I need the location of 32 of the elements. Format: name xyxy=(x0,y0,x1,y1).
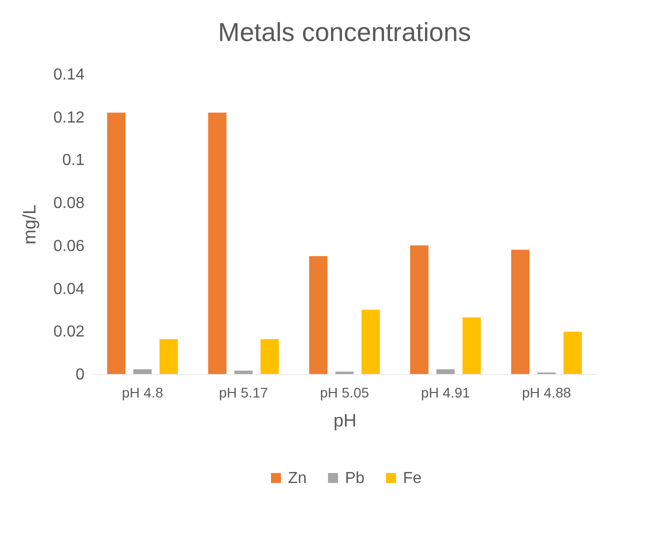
y-tick-label: 0.08 xyxy=(53,195,85,212)
bar xyxy=(107,112,126,374)
bar xyxy=(564,332,582,374)
bar xyxy=(309,256,328,374)
y-tick-label: 0.04 xyxy=(53,280,85,298)
y-tick-label: 0.1 xyxy=(62,152,85,170)
legend-label: Zn xyxy=(288,470,307,487)
x-tick-label: pH 5.05 xyxy=(320,384,370,400)
bar xyxy=(133,369,152,374)
bar xyxy=(410,245,428,374)
y-tick-label: 0.02 xyxy=(53,324,85,341)
y-tick-label: 0.06 xyxy=(53,238,85,255)
x-tick-label: pH 4.91 xyxy=(420,384,470,400)
bar xyxy=(160,339,178,374)
y-tick-label: 0 xyxy=(76,366,85,384)
x-tick-label: pH 4.8 xyxy=(122,384,164,400)
bar xyxy=(208,112,226,374)
y-tick-label: 0.12 xyxy=(53,109,85,126)
bar xyxy=(462,317,481,374)
legend-label: Fe xyxy=(403,470,422,487)
x-axis-title: pH xyxy=(333,410,357,430)
chart-title: Metals concentrations xyxy=(218,17,471,47)
bar xyxy=(234,370,253,374)
bar xyxy=(362,310,380,374)
legend-label: Pb xyxy=(345,470,365,487)
bar xyxy=(511,250,530,374)
x-tick-label: pH 4.88 xyxy=(522,384,572,400)
y-tick-label: 0.14 xyxy=(53,66,85,84)
x-tick-label: pH 5.17 xyxy=(218,384,268,400)
bar xyxy=(436,369,455,374)
y-axis-title: mg/L xyxy=(19,204,40,245)
bar xyxy=(260,339,279,374)
